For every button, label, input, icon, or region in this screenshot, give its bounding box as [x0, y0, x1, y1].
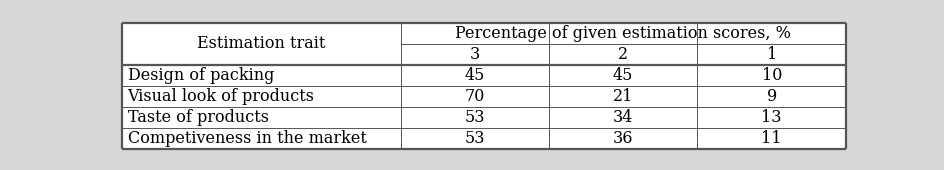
Text: 45: 45 [464, 67, 485, 84]
Text: 2: 2 [618, 46, 629, 63]
Text: 45: 45 [613, 67, 633, 84]
Text: Taste of products: Taste of products [127, 109, 268, 126]
Text: 3: 3 [469, 46, 480, 63]
Text: 21: 21 [613, 88, 633, 105]
Text: Competiveness in the market: Competiveness in the market [127, 130, 366, 147]
Text: 9: 9 [767, 88, 777, 105]
Text: Visual look of products: Visual look of products [127, 88, 314, 105]
Text: Design of packing: Design of packing [127, 67, 274, 84]
Text: 70: 70 [464, 88, 485, 105]
Text: 13: 13 [762, 109, 782, 126]
Text: Estimation trait: Estimation trait [197, 36, 326, 53]
Text: 36: 36 [613, 130, 633, 147]
Text: 34: 34 [613, 109, 633, 126]
Text: 53: 53 [464, 109, 485, 126]
Text: 53: 53 [464, 130, 485, 147]
Text: 11: 11 [762, 130, 782, 147]
Text: Percentage of given estimation scores, %: Percentage of given estimation scores, % [455, 25, 791, 42]
Text: 1: 1 [767, 46, 777, 63]
Text: 10: 10 [762, 67, 782, 84]
